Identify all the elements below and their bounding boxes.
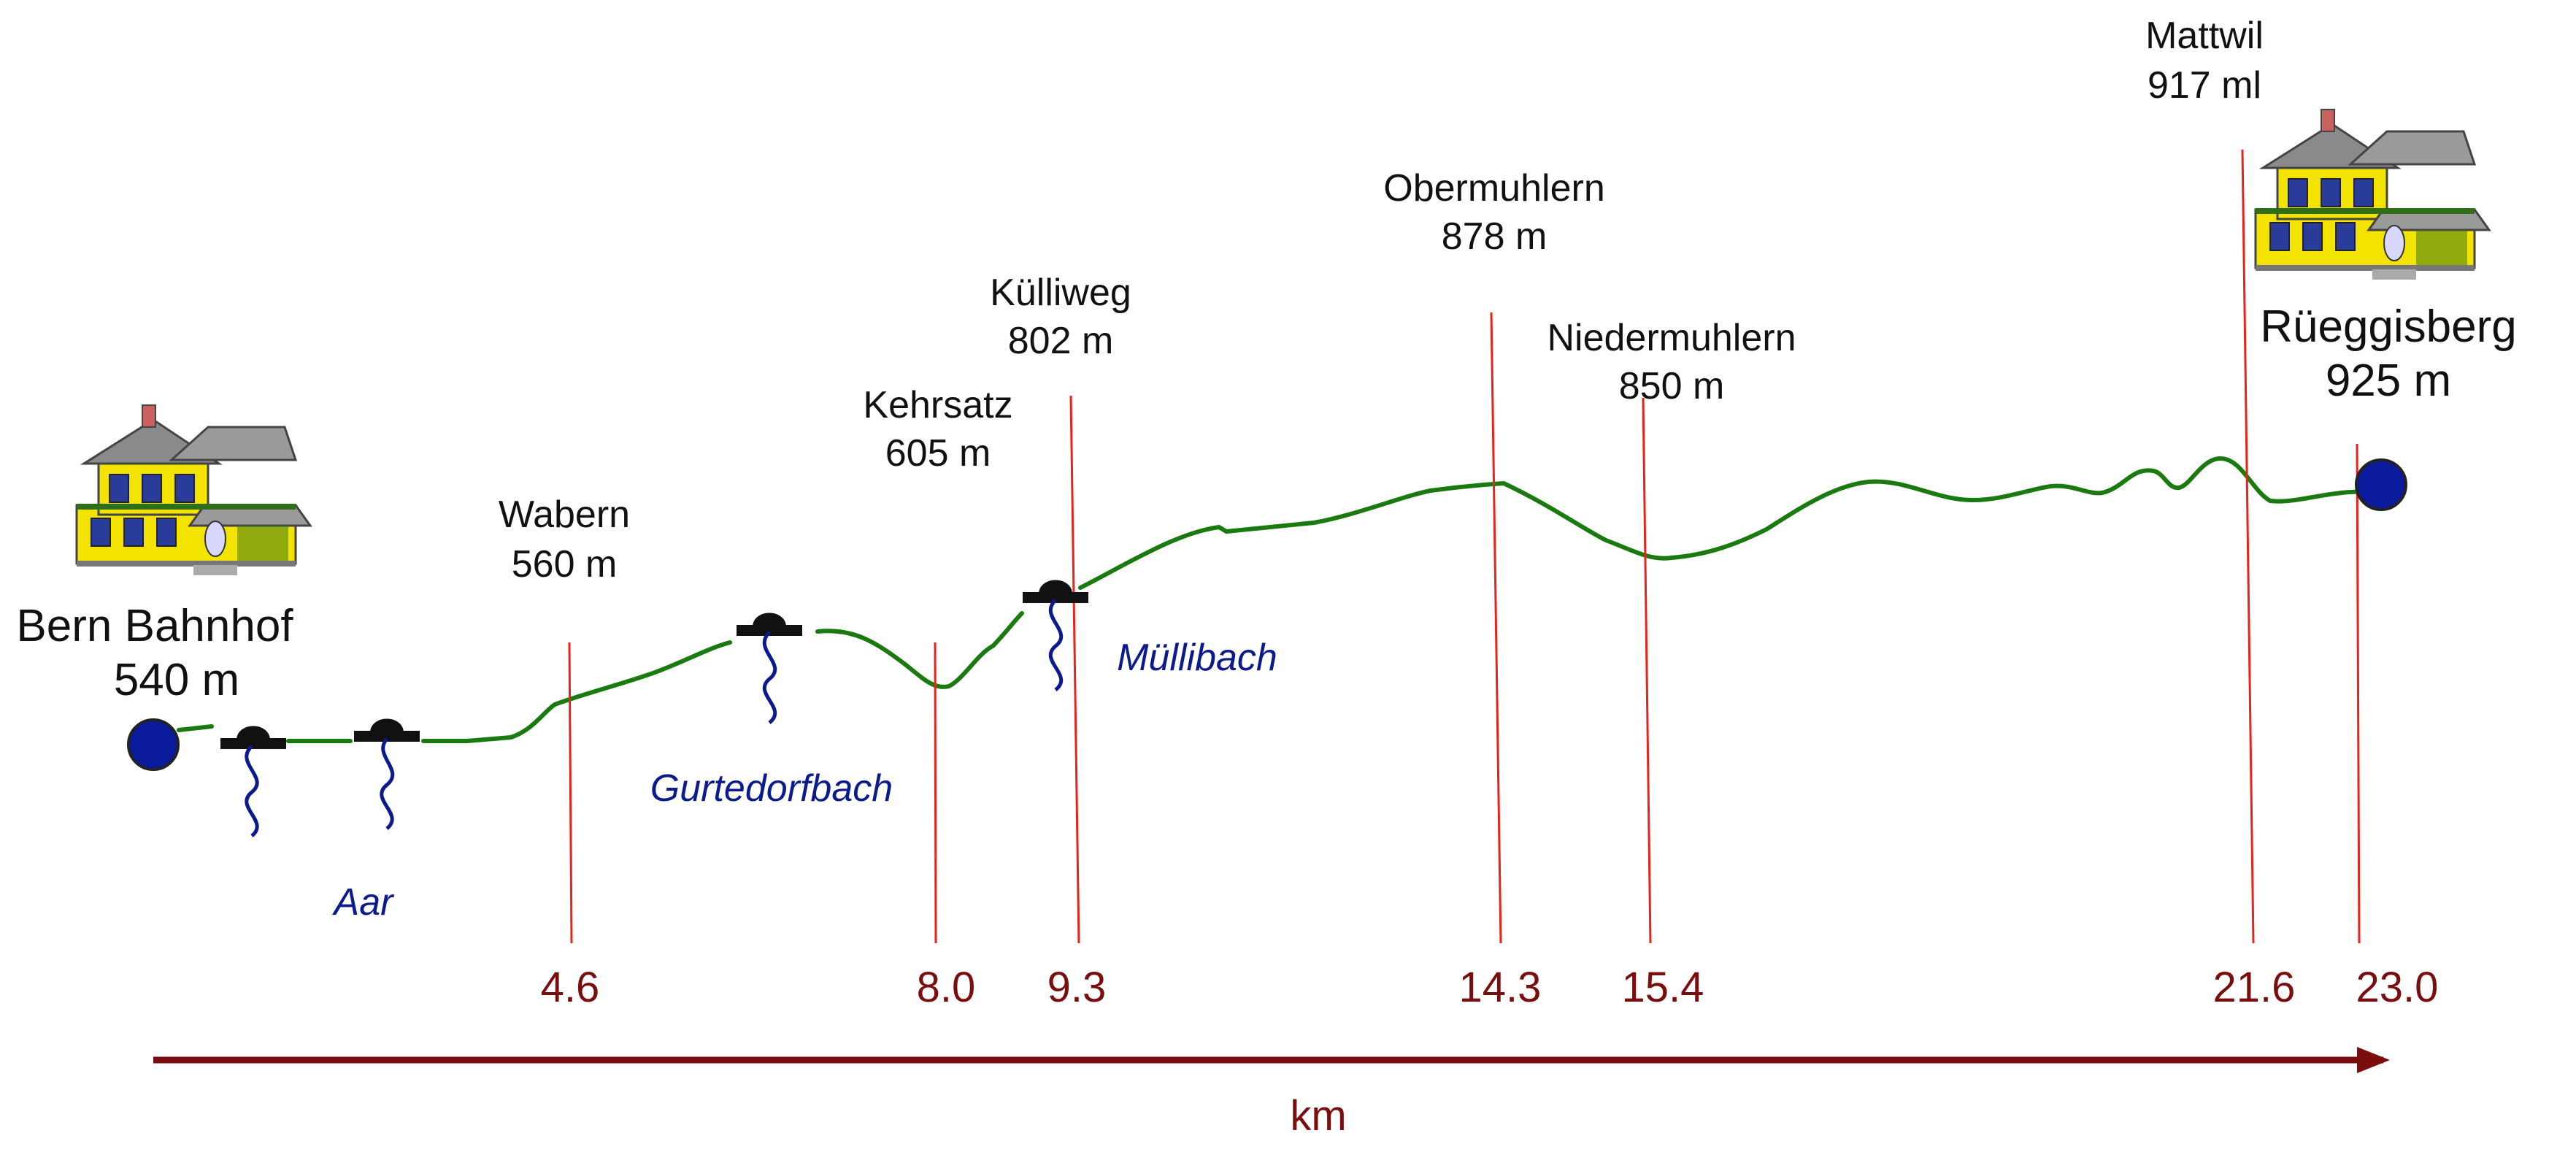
km-label-kehrsatz: 8.0 xyxy=(917,964,976,1011)
km-label-obermuhlern: 14.3 xyxy=(1459,964,1542,1011)
place-name-kulliweg: Külliweg xyxy=(990,272,1131,314)
km-label-wabern: 4.6 xyxy=(541,964,600,1011)
bridge-aar-1 xyxy=(220,729,286,837)
bridge-mullibach xyxy=(1023,583,1088,691)
river-icon xyxy=(380,737,395,830)
river-label-aar: Aar xyxy=(332,881,396,924)
km-label-rueggisberg: 23.0 xyxy=(2356,964,2439,1011)
place-elevation-niedermuhlern: 850 m xyxy=(1619,365,1725,407)
place-name-niedermuhlern: Niedermuhlern xyxy=(1547,317,1796,359)
place-elevation-obermuhlern: 878 m xyxy=(1442,215,1547,258)
house-icon xyxy=(2254,108,2491,281)
stops xyxy=(127,458,2407,771)
place-elevation-mattwil: 917 ml xyxy=(2148,64,2261,107)
start-elevation: 540 m xyxy=(114,655,239,705)
end-name: Rüeggisberg xyxy=(2260,302,2517,352)
axis-label: km xyxy=(1290,1092,1346,1140)
river-label-mullibach: Müllibach xyxy=(1117,637,1277,679)
bridge-gurtedorfbach xyxy=(737,615,802,724)
houses xyxy=(75,108,2491,577)
river-icon xyxy=(245,745,259,837)
place-elevation-wabern: 560 m xyxy=(512,543,618,586)
km-labels: 4.6 8.0 9.3 14.3 15.4 21.6 23.0 xyxy=(541,964,2439,1011)
marker-line-kulliweg xyxy=(1069,395,1080,944)
bridge-icon xyxy=(220,729,286,750)
distance-axis: km xyxy=(153,1047,2390,1140)
route-line-group xyxy=(177,456,2396,743)
house-icon xyxy=(75,404,312,577)
end-elevation: 925 m xyxy=(2326,356,2451,406)
place-elevation-kehrsatz: 605 m xyxy=(885,432,991,475)
rivers-group: Aar Gurtedorfbach Müllibach xyxy=(220,583,1277,924)
start-stop-marker xyxy=(127,718,180,771)
marker-line-niedermuhlern xyxy=(1642,397,1652,944)
bridge-aar-2 xyxy=(354,721,420,830)
place-name-obermuhlern: Obermuhlern xyxy=(1383,167,1604,210)
km-label-kulliweg: 9.3 xyxy=(1047,964,1107,1011)
place-elevation-kulliweg: 802 m xyxy=(1008,320,1114,362)
bridge-icon xyxy=(354,721,420,742)
place-labels: Bern Bahnhof 540 m Wabern 560 m Kehrsatz… xyxy=(16,15,2516,705)
river-icon xyxy=(1048,599,1064,691)
route-profile-line xyxy=(177,456,2396,743)
river-label-gurtedorfbach: Gurtedorfbach xyxy=(650,767,893,810)
km-markers xyxy=(568,149,2361,944)
place-name-kehrsatz: Kehrsatz xyxy=(863,384,1012,426)
place-name-wabern: Wabern xyxy=(499,494,630,536)
river-icon xyxy=(762,631,777,724)
start-name: Bern Bahnhof xyxy=(16,601,293,651)
marker-line-obermuhlern xyxy=(1490,312,1502,944)
marker-line-rueggisberg xyxy=(2356,443,2361,944)
bridge-icon xyxy=(1023,583,1088,604)
end-stop-marker xyxy=(2355,458,2407,511)
marker-line-wabern xyxy=(568,642,573,944)
place-name-mattwil: Mattwil xyxy=(2145,15,2264,57)
marker-line-mattwil xyxy=(2241,149,2255,944)
km-label-niedermuhlern: 15.4 xyxy=(1622,964,1704,1011)
km-label-mattwil: 21.6 xyxy=(2213,964,2296,1011)
marker-line-kehrsatz xyxy=(934,642,937,944)
